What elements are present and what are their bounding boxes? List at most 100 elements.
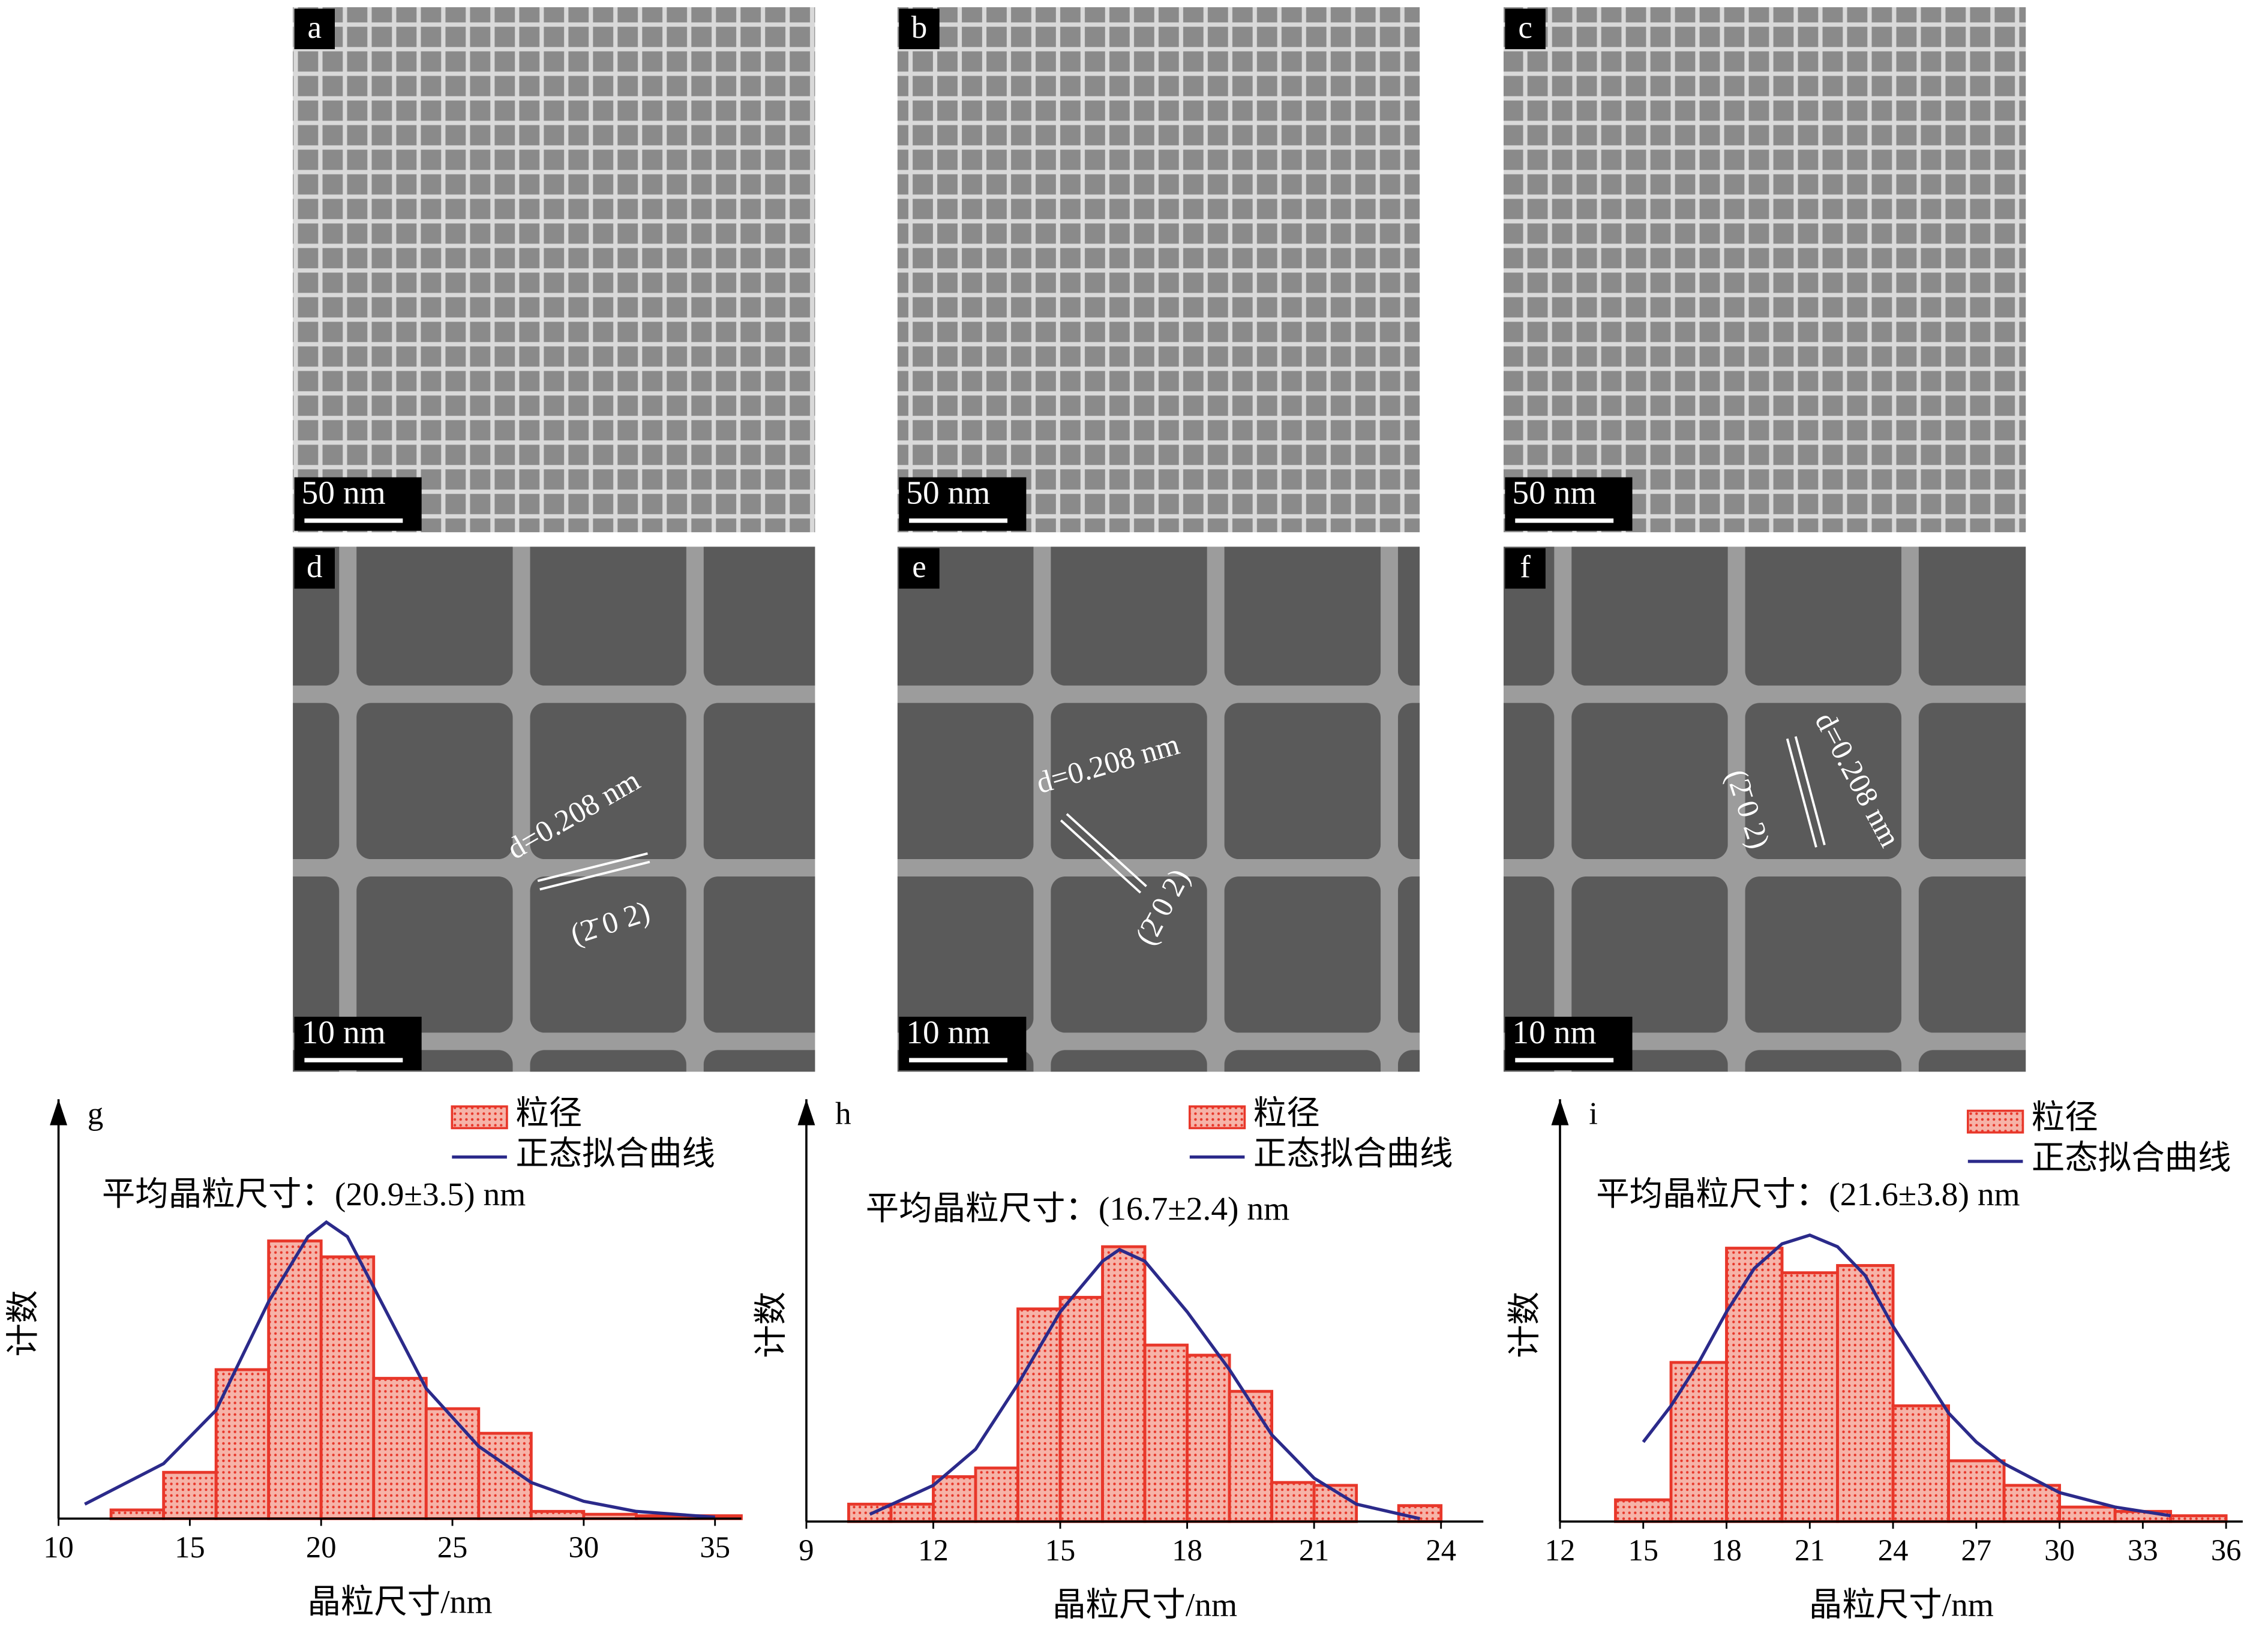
x-tick-label: 18 xyxy=(1711,1533,1742,1567)
scale-bar-label: 50 nm xyxy=(302,475,386,511)
x-axis-label: 晶粒尺寸/nm xyxy=(308,1584,493,1620)
histogram-bar xyxy=(974,1466,1019,1523)
histogram-bar xyxy=(1836,1264,1895,1523)
x-tick-label: 12 xyxy=(918,1533,949,1567)
x-tick-label: 15 xyxy=(175,1530,205,1564)
image-area xyxy=(1503,547,2026,1072)
y-axis-label: 计数 xyxy=(5,1290,41,1356)
panel-label: h xyxy=(835,1096,851,1131)
histogram-bar xyxy=(319,1255,376,1520)
histogram-bar xyxy=(1614,1498,1673,1523)
x-tick-label: 20 xyxy=(306,1530,337,1564)
y-axis-arrow xyxy=(797,1099,815,1125)
x-tick-label: 15 xyxy=(1628,1533,1658,1567)
image-area xyxy=(293,547,815,1072)
lattice-fringe xyxy=(537,852,648,882)
legend-label: 粒径 xyxy=(1253,1095,1320,1131)
legend-swatch xyxy=(1967,1109,2024,1134)
x-tick-label: 30 xyxy=(569,1530,599,1564)
tem-image: f10 nmd=0.208 nm(2̄ 0 2) xyxy=(1503,547,2026,1072)
x-tick-label: 21 xyxy=(1299,1533,1330,1567)
histogram-bar xyxy=(1016,1307,1062,1523)
x-tick-label: 24 xyxy=(1426,1533,1456,1567)
panel-label: d xyxy=(307,550,323,584)
x-tick-label: 18 xyxy=(1172,1533,1202,1567)
histogram-bar xyxy=(1186,1353,1231,1523)
scale-bar-label: 50 nm xyxy=(906,475,990,511)
lattice-fringe xyxy=(1786,738,1817,848)
histogram-bar xyxy=(932,1475,977,1523)
panel-label: b xyxy=(911,10,928,45)
lattice-fringe xyxy=(1794,736,1826,845)
x-tick-label: 9 xyxy=(799,1533,814,1567)
x-tick-label: 30 xyxy=(2044,1533,2075,1567)
label-box xyxy=(294,8,335,49)
fit-curve xyxy=(869,1247,1421,1520)
fit-curve xyxy=(84,1220,715,1519)
histogram-bar xyxy=(1669,1361,1728,1523)
panel-label: i xyxy=(1589,1096,1598,1131)
legend-label: 正态拟合曲线 xyxy=(515,1135,715,1172)
image-area xyxy=(293,7,815,533)
image-area xyxy=(897,7,1420,533)
x-axis-label: 晶粒尺寸/nm xyxy=(1052,1587,1237,1623)
histogram: 12 15 18 21 24 27 30 33 36 晶粒尺寸/nm 计数 i 平均晶粒尺寸：(21.6… xyxy=(1507,1096,2243,1623)
x-tick-label: 12 xyxy=(1545,1533,1576,1567)
x-axis-label: 晶粒尺寸/nm xyxy=(1809,1587,1994,1623)
panel-label: a xyxy=(308,10,322,45)
histogram-bar xyxy=(109,1508,166,1520)
tem-image: e10 nmd=0.208 nm(2̄ 0 2) xyxy=(897,547,1420,1072)
fit-curve xyxy=(1642,1233,2171,1518)
histogram-bar xyxy=(1780,1271,1839,1523)
histogram: 9 12 15 18 21 24 晶粒尺寸/nm 计数 h 平均晶粒尺寸：(16.7±2.4) n… xyxy=(753,1095,1484,1623)
label-box xyxy=(1505,548,1546,589)
histogram-bar xyxy=(1228,1389,1274,1523)
legend-label: 正态拟合曲线 xyxy=(2032,1140,2231,1176)
mean-annotation: 平均晶粒尺寸：(20.9±3.5) nm xyxy=(102,1176,526,1212)
histogram-bar xyxy=(889,1502,935,1523)
x-tick-label: 27 xyxy=(1961,1533,1992,1567)
histogram-bar xyxy=(424,1407,481,1520)
y-axis-arrow xyxy=(50,1099,68,1125)
histogram-bar xyxy=(1143,1343,1189,1523)
legend-swatch xyxy=(451,1105,508,1130)
tem-image: b 50 nm xyxy=(897,7,1420,533)
image-area xyxy=(1503,7,2026,533)
x-tick-label: 36 xyxy=(2211,1533,2242,1567)
x-tick-label: 33 xyxy=(2128,1533,2158,1567)
lattice-fringe xyxy=(1066,813,1147,887)
y-axis-arrow xyxy=(1551,1099,1569,1125)
label-box xyxy=(899,548,940,589)
legend-label: 粒径 xyxy=(2032,1099,2098,1136)
scale-bar-label: 10 nm xyxy=(302,1014,386,1050)
x-tick-label: 10 xyxy=(43,1530,74,1564)
histogram-bar xyxy=(372,1377,428,1520)
x-tick-label: 24 xyxy=(1878,1533,1909,1567)
x-tick-label: 15 xyxy=(1045,1533,1076,1567)
label-box xyxy=(899,8,940,49)
scale-bar-label: 10 nm xyxy=(1512,1014,1596,1050)
lattice-fringe xyxy=(539,860,650,891)
y-axis-label: 计数 xyxy=(753,1292,790,1358)
tem-image: d10 nmd=0.208 nm(2̄ 0 2) xyxy=(293,547,815,1072)
panel-label: c xyxy=(1518,10,1532,45)
histogram-bar xyxy=(1725,1247,1784,1523)
panel-label: g xyxy=(88,1096,104,1131)
mean-annotation: 平均晶粒尺寸：(21.6±3.8) nm xyxy=(1596,1176,2020,1212)
histogram-bar xyxy=(1891,1404,1950,1523)
label-box xyxy=(1505,8,1546,49)
histogram: 10 15 20 25 30 35 晶粒尺寸/nm 计数 g 平均晶粒尺寸：(20.9±3.5) … xyxy=(5,1095,743,1620)
histogram-bar xyxy=(1397,1504,1443,1523)
x-tick-label: 35 xyxy=(700,1530,730,1564)
scale-bar-label: 50 nm xyxy=(1512,475,1596,511)
tem-image: a 50 nm xyxy=(293,7,815,533)
panel-label: e xyxy=(912,550,926,584)
legend-label: 正态拟合曲线 xyxy=(1253,1135,1453,1172)
tem-image: c 50 nm xyxy=(1503,7,2026,533)
histogram-bar xyxy=(1058,1296,1104,1523)
y-axis-label: 计数 xyxy=(1507,1292,1543,1358)
label-box xyxy=(294,548,335,589)
legend-swatch xyxy=(1189,1105,1246,1130)
histogram-bar xyxy=(1270,1481,1316,1523)
